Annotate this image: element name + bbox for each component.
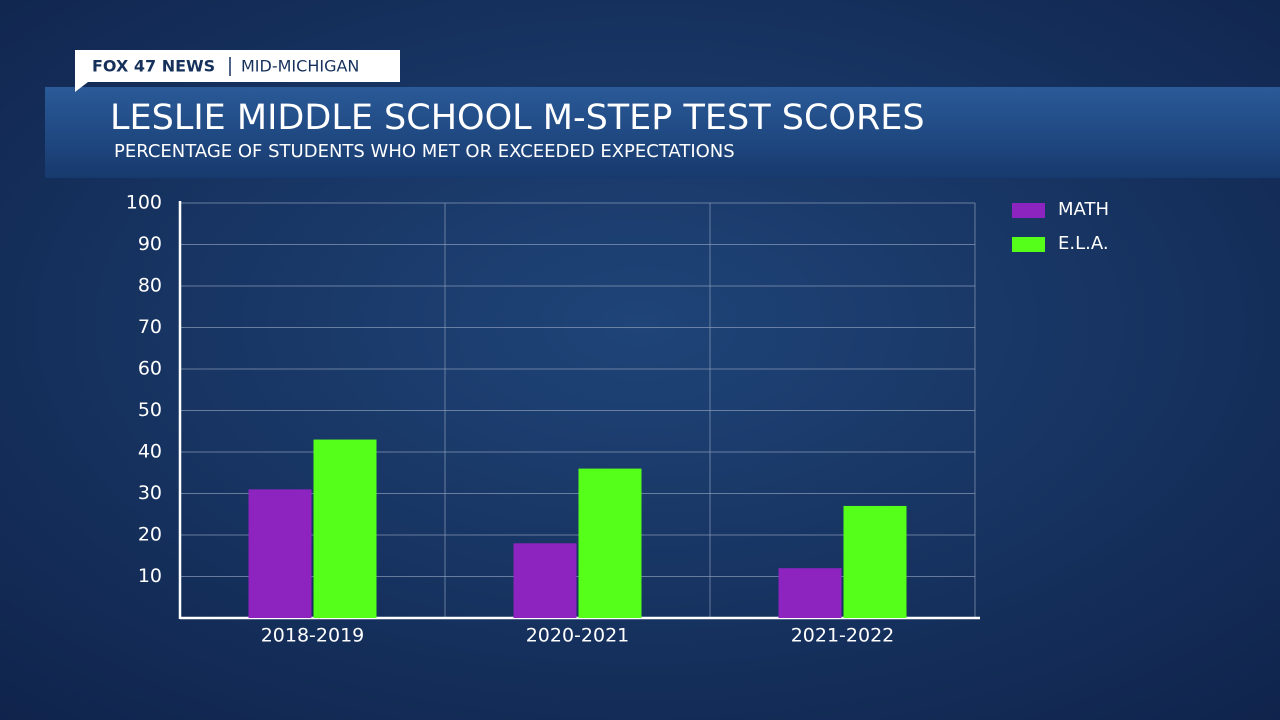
bar [248,489,312,618]
brand-tag [75,50,400,82]
bar [778,568,842,618]
bar [313,439,377,618]
brand-tag-tail [75,82,88,92]
legend-label: E.L.A. [1058,233,1109,254]
legend-swatch [1012,237,1045,252]
chart-subtitle: PERCENTAGE OF STUDENTS WHO MET OR EXCEED… [114,141,735,162]
brand: FOX 47 NEWS [92,57,215,76]
y-tick-label: 60 [138,358,162,380]
y-tick-label: 40 [138,441,162,463]
y-tick-label: 20 [138,524,162,546]
y-tick-label: 80 [138,275,162,297]
y-tick-label: 50 [138,399,162,421]
y-tick-label: 70 [138,316,162,338]
region: MID-MICHIGAN [241,57,359,76]
bar [513,543,577,618]
title-banner [45,87,1280,178]
legend-label: MATH [1058,199,1109,220]
x-tick-label: 2018-2019 [261,625,365,647]
x-tick-label: 2020-2021 [526,625,630,647]
bar [578,468,642,618]
y-tick-label: 100 [126,192,162,214]
chart-title: LESLIE MIDDLE SCHOOL M-STEP TEST SCORES [110,98,925,138]
y-tick-label: 90 [138,233,162,255]
legend-swatch [1012,203,1045,218]
y-tick-label: 30 [138,482,162,504]
x-tick-label: 2021-2022 [791,625,895,647]
bar [843,505,907,618]
y-tick-label: 10 [138,565,162,587]
